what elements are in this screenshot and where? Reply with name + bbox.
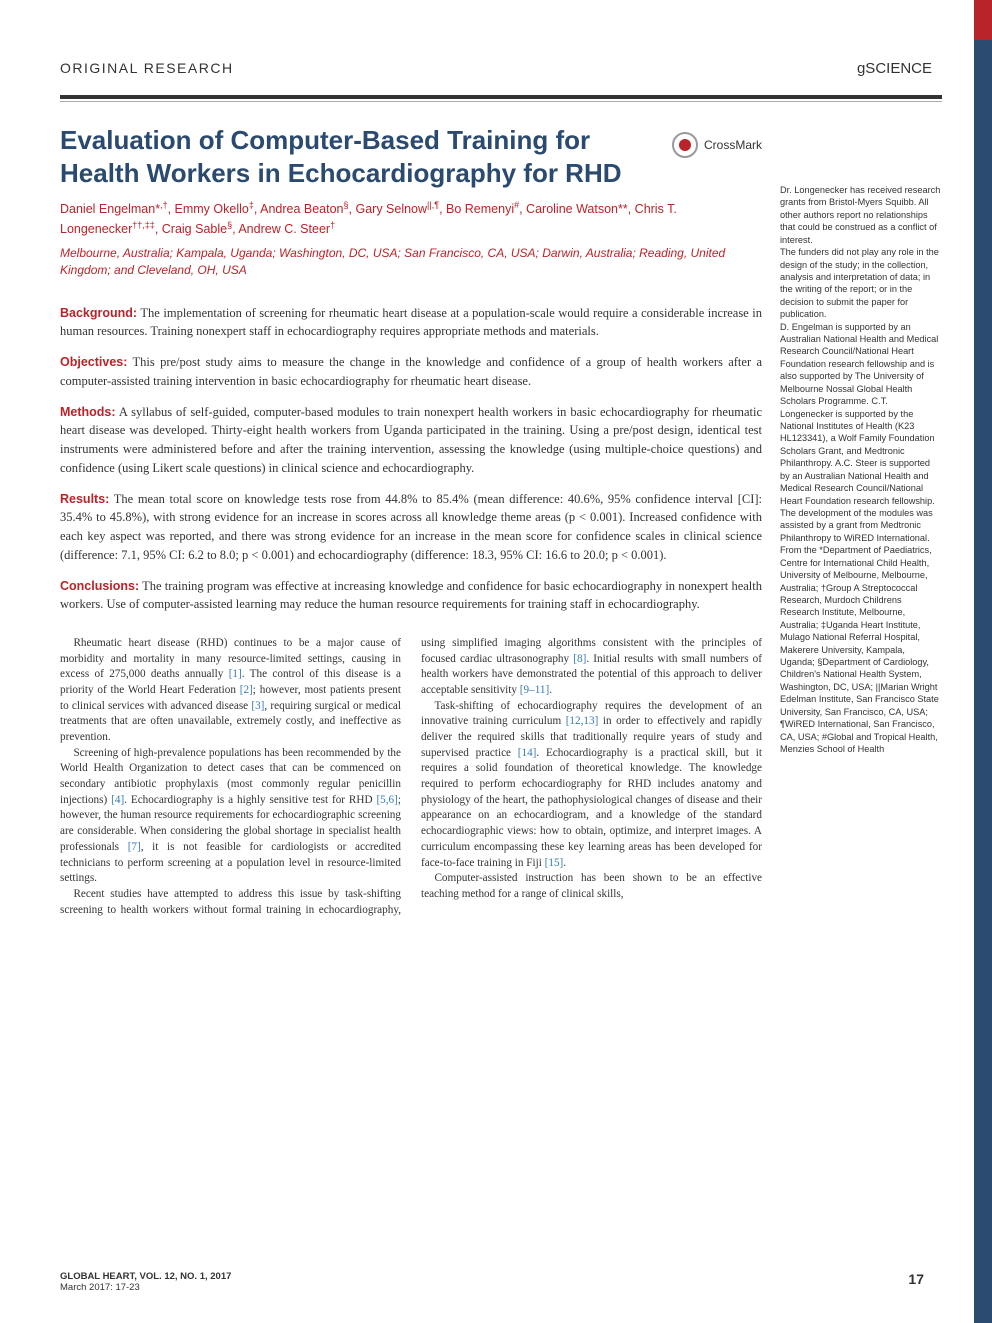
- affiliations: Melbourne, Australia; Kampala, Uganda; W…: [60, 245, 762, 280]
- label-objectives: Objectives:: [60, 355, 127, 369]
- ref-link[interactable]: [14]: [518, 747, 537, 759]
- right-color-band: [974, 0, 992, 1323]
- side-notes: Dr. Longenecker has received research gr…: [780, 124, 942, 918]
- label-background: Background:: [60, 306, 137, 320]
- abs-objectives: Objectives: This pre/post study aims to …: [60, 353, 762, 391]
- author-list: Daniel Engelman*,†, Emmy Okello‡, Andrea…: [60, 199, 762, 239]
- ref-link[interactable]: [12,13]: [566, 715, 599, 727]
- label-methods: Methods:: [60, 405, 116, 419]
- ref-link[interactable]: [2]: [240, 684, 253, 696]
- body-p2: Screening of high-prevalence populations…: [60, 746, 401, 887]
- body-p5: Computer-assisted instruction has been s…: [421, 871, 762, 902]
- crossmark-label: CrossMark: [704, 138, 762, 152]
- rule-thin: [60, 101, 942, 102]
- content-wrap: Evaluation of Computer-Based Training fo…: [60, 124, 942, 918]
- crossmark-badge[interactable]: CrossMark: [672, 132, 762, 158]
- abs-conclusions: Conclusions: The training program was ef…: [60, 577, 762, 615]
- text-methods: A syllabus of self-guided, computer-base…: [60, 405, 762, 475]
- ref-link[interactable]: [5,6]: [376, 794, 397, 806]
- ref-link[interactable]: [7]: [128, 841, 141, 853]
- ref-link[interactable]: [1]: [229, 668, 242, 680]
- crossmark-icon: [672, 132, 698, 158]
- ref-link[interactable]: [8]: [573, 653, 586, 665]
- abstract-block: Background: The implementation of screen…: [60, 304, 762, 615]
- journal-name: gSCIENCE: [857, 60, 932, 77]
- abs-background: Background: The implementation of screen…: [60, 304, 762, 342]
- label-results: Results:: [60, 492, 109, 506]
- support-note: D. Engelman is supported by an Australia…: [780, 321, 942, 545]
- text-objectives: This pre/post study aims to measure the …: [60, 355, 762, 388]
- page-number: 17: [908, 1271, 924, 1293]
- rule-heavy: [60, 95, 942, 99]
- ref-link[interactable]: [15]: [545, 857, 564, 869]
- body-columns: Rheumatic heart disease (RHD) continues …: [60, 636, 762, 918]
- ref-link[interactable]: [4]: [111, 794, 124, 806]
- page-container: ORIGINAL RESEARCH gSCIENCE Evaluation of…: [0, 0, 992, 948]
- ref-link[interactable]: [3]: [251, 700, 264, 712]
- text-results: The mean total score on knowledge tests …: [60, 492, 762, 562]
- footer-citation: GLOBAL HEART, VOL. 12, NO. 1, 2017: [60, 1271, 231, 1282]
- body-p4: Task-shifting of echocardiography requir…: [421, 699, 762, 871]
- footer-issue: March 2017: 17-23: [60, 1282, 231, 1293]
- footer-left: GLOBAL HEART, VOL. 12, NO. 1, 2017 March…: [60, 1271, 231, 1293]
- label-conclusions: Conclusions:: [60, 579, 139, 593]
- header-row: ORIGINAL RESEARCH gSCIENCE: [60, 60, 942, 77]
- body-p1: Rheumatic heart disease (RHD) continues …: [60, 636, 401, 746]
- text-background: The implementation of screening for rheu…: [60, 306, 762, 339]
- ref-link[interactable]: [9–11]: [520, 684, 549, 696]
- article-title: Evaluation of Computer-Based Training fo…: [60, 124, 652, 189]
- section-label: ORIGINAL RESEARCH: [60, 60, 234, 76]
- from-note: From the *Department of Paediatrics, Cen…: [780, 544, 942, 755]
- funders-note: The funders did not play any role in the…: [780, 246, 942, 321]
- abs-results: Results: The mean total score on knowled…: [60, 490, 762, 565]
- main-column: Evaluation of Computer-Based Training fo…: [60, 124, 762, 918]
- coi-note: Dr. Longenecker has received research gr…: [780, 184, 942, 246]
- title-row: Evaluation of Computer-Based Training fo…: [60, 124, 762, 189]
- footer: GLOBAL HEART, VOL. 12, NO. 1, 2017 March…: [60, 1271, 924, 1293]
- text-conclusions: The training program was effective at in…: [60, 579, 762, 612]
- abs-methods: Methods: A syllabus of self-guided, comp…: [60, 403, 762, 478]
